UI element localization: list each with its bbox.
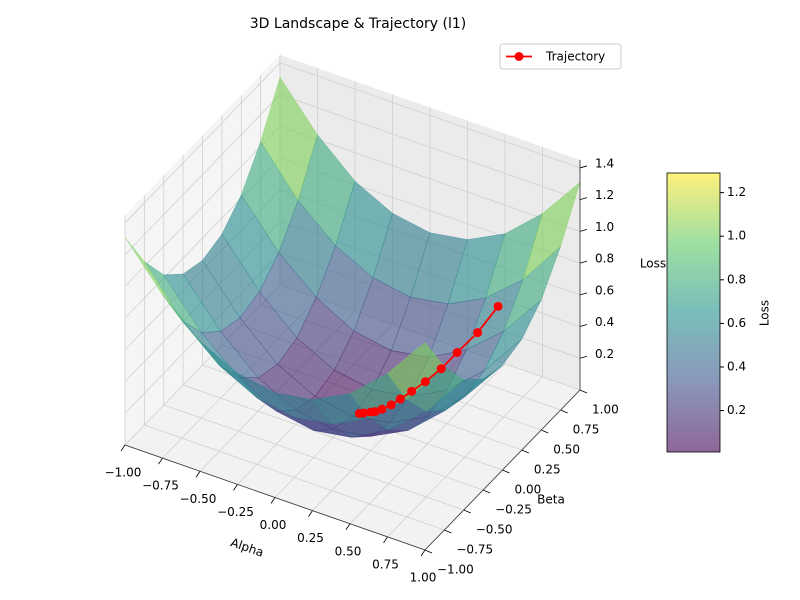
trajectory-point bbox=[377, 404, 387, 414]
tick-mark bbox=[233, 484, 238, 491]
colorbar-tick-label: 0.4 bbox=[727, 359, 746, 373]
grid-line bbox=[144, 424, 445, 531]
tick-mark bbox=[579, 228, 588, 232]
colorbar-tick-label: 0.2 bbox=[727, 403, 746, 417]
tick-mark bbox=[579, 292, 588, 296]
colorbar-label: Loss bbox=[758, 300, 772, 326]
tick-mark bbox=[579, 355, 588, 359]
y-tick-label: 0.75 bbox=[573, 423, 600, 437]
tick-mark bbox=[502, 469, 510, 474]
tick-mark bbox=[308, 510, 313, 517]
y-tick-label: 1.00 bbox=[592, 403, 619, 417]
trajectory-point bbox=[493, 301, 503, 311]
grid-line bbox=[182, 384, 484, 491]
colorbar-gradient bbox=[666, 172, 721, 453]
tick-mark bbox=[541, 429, 549, 434]
z-tick-label: 0.8 bbox=[595, 252, 614, 266]
z-tick-label: 0.2 bbox=[595, 347, 614, 361]
tick-mark bbox=[579, 389, 588, 394]
grid-line bbox=[163, 404, 464, 511]
grid-line bbox=[279, 94, 581, 201]
tick-mark bbox=[158, 457, 163, 465]
trajectory-point bbox=[366, 407, 376, 417]
colorbar: 0.2 0.4 0.6 0.8 1.0 1.2 Loss bbox=[666, 172, 772, 453]
trajectory bbox=[354, 301, 503, 419]
z-tick-label: 0.4 bbox=[595, 315, 614, 329]
tick-mark bbox=[579, 260, 588, 264]
y-tick-label: 0.00 bbox=[515, 483, 542, 497]
z-tick-label: 0.6 bbox=[595, 283, 614, 297]
x-tick-label: 0.00 bbox=[260, 518, 287, 532]
y-tick-label: 0.50 bbox=[553, 443, 580, 457]
surface bbox=[124, 76, 581, 438]
x-tick-label: −0.25 bbox=[217, 505, 254, 519]
grid-line bbox=[124, 94, 281, 255]
trajectory-point bbox=[395, 394, 405, 404]
colorbar-tick-label: 1.0 bbox=[727, 229, 746, 243]
x-tick-label: 0.75 bbox=[372, 557, 399, 571]
tick-mark bbox=[579, 165, 588, 169]
tick-mark bbox=[482, 489, 491, 494]
trajectory-point bbox=[386, 400, 396, 410]
axis-line bbox=[424, 389, 581, 551]
tick-mark bbox=[345, 523, 351, 530]
legend-box bbox=[499, 43, 622, 70]
y-tick-label: 0.25 bbox=[534, 463, 561, 477]
trajectory-point bbox=[436, 364, 446, 374]
tick-mark bbox=[463, 509, 471, 514]
y-tick-label: −0.25 bbox=[495, 503, 532, 517]
tick-mark bbox=[424, 549, 433, 554]
z-axis-label: Loss bbox=[640, 257, 666, 271]
colorbar-tick-label: 0.6 bbox=[727, 316, 746, 330]
chart-title: 3D Landscape & Trajectory (l1) bbox=[250, 16, 466, 32]
grid-line bbox=[279, 126, 581, 232]
colorbar-tick-label: 0.8 bbox=[727, 272, 746, 286]
tick-mark bbox=[120, 444, 126, 452]
x-tick-label: 1.00 bbox=[410, 571, 437, 585]
z-tick-label: 1.4 bbox=[595, 156, 614, 170]
x-tick-label: −1.00 bbox=[105, 466, 142, 480]
trajectory-point bbox=[354, 409, 364, 419]
z-tick-label: 1.2 bbox=[595, 188, 614, 202]
tick-mark bbox=[420, 549, 426, 557]
x-tick-label: 0.50 bbox=[335, 544, 362, 558]
x-tick-label: −0.50 bbox=[180, 492, 217, 506]
tick-mark bbox=[444, 529, 452, 534]
legend-marker bbox=[514, 52, 524, 61]
y-tick-label: −0.50 bbox=[476, 523, 513, 537]
trajectory-point bbox=[473, 328, 483, 338]
trajectory-point bbox=[420, 377, 430, 387]
x-tick-label: −0.75 bbox=[142, 479, 179, 493]
tick-mark bbox=[383, 536, 388, 544]
tick-mark bbox=[270, 497, 276, 504]
grid-line bbox=[124, 126, 281, 287]
colorbar-tick-label: 1.2 bbox=[727, 185, 746, 199]
tick-mark bbox=[579, 197, 588, 201]
tick-mark bbox=[579, 324, 588, 327]
y-axis-label: Beta bbox=[537, 493, 565, 507]
y-tick-label: −0.75 bbox=[456, 543, 493, 557]
legend: Trajectory bbox=[499, 43, 622, 70]
tick-mark bbox=[521, 449, 530, 454]
trajectory-point bbox=[407, 386, 417, 396]
z-tick-label: 1.0 bbox=[595, 220, 614, 234]
axis-line bbox=[124, 444, 426, 551]
trajectory-point bbox=[452, 348, 462, 358]
legend-label: Trajectory bbox=[545, 50, 605, 64]
x-tick-label: 0.25 bbox=[297, 531, 324, 545]
tick-mark bbox=[195, 471, 201, 478]
grid-line bbox=[124, 62, 281, 224]
grid-line bbox=[279, 62, 581, 169]
tick-mark bbox=[560, 409, 568, 414]
y-tick-label: −1.00 bbox=[437, 563, 474, 577]
